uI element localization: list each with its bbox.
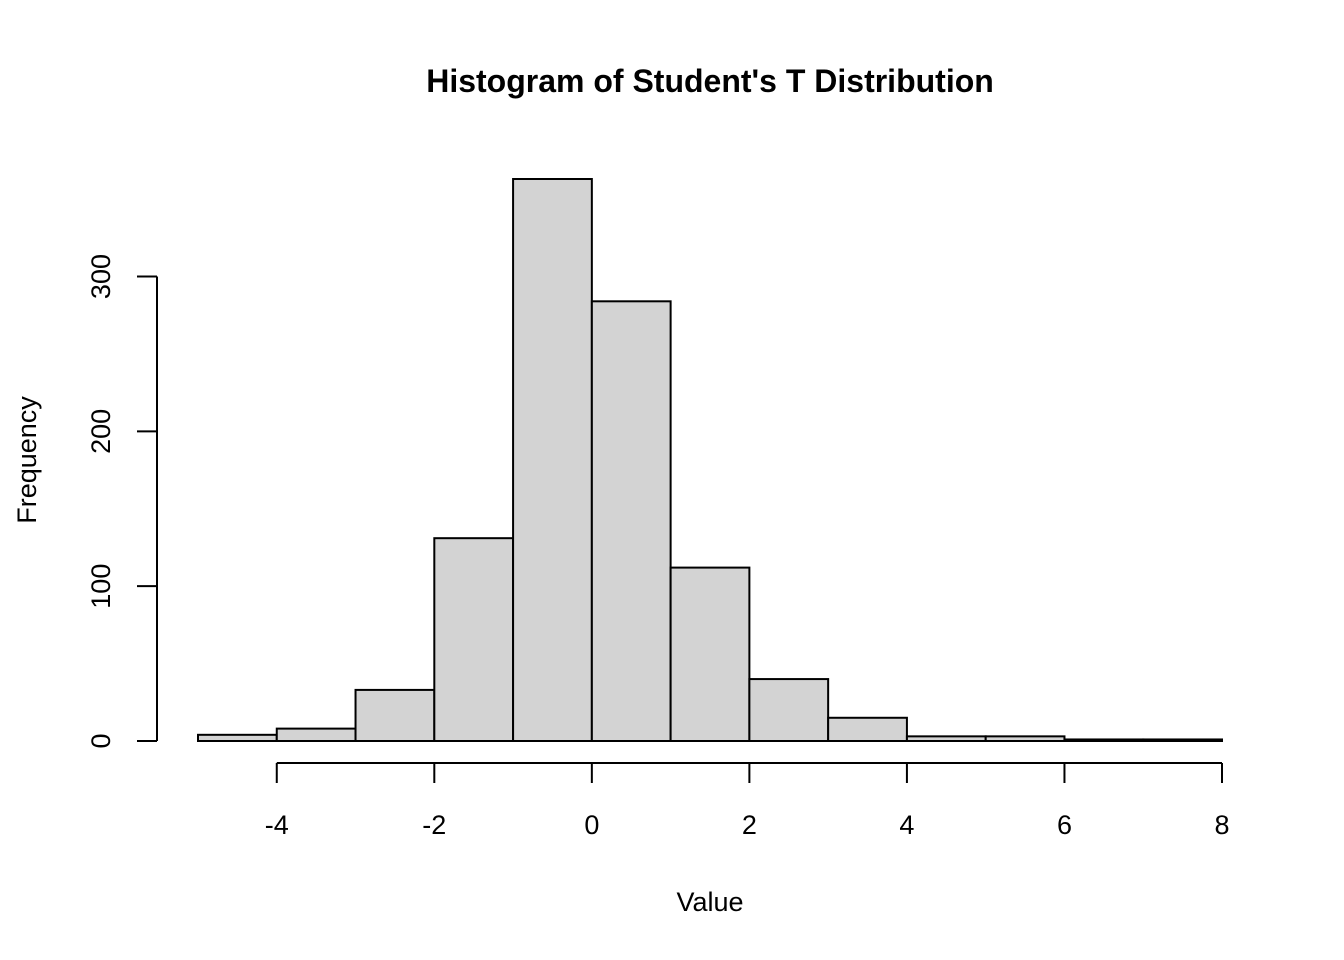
histogram-bar	[827, 716, 908, 742]
chart-title: Histogram of Student's T Distribution	[426, 63, 994, 99]
x-tick-label: -2	[422, 810, 446, 840]
y-tick-label: 0	[86, 733, 116, 748]
y-tick-label: 200	[86, 409, 116, 454]
histogram-bar	[354, 688, 436, 743]
x-tick-label: 6	[1057, 810, 1072, 840]
y-tick-label: 300	[86, 254, 116, 299]
y-axis: 0 100 200 300	[86, 254, 158, 749]
histogram-bar	[275, 727, 357, 742]
histogram-bar	[905, 735, 987, 742]
y-tick-label: 100	[86, 564, 116, 609]
x-tick-label: -4	[265, 810, 289, 840]
histogram-bar	[748, 678, 830, 743]
x-axis-label: Value	[676, 887, 743, 917]
histogram-bar	[984, 735, 1066, 742]
y-axis-label: Frequency	[12, 396, 42, 524]
x-tick-label: 2	[742, 810, 757, 840]
x-axis: -4 -2 0 2 4 6 8	[265, 762, 1230, 840]
histogram-bar	[197, 733, 278, 743]
histogram-bar	[590, 300, 672, 742]
x-tick-label: 0	[584, 810, 599, 840]
histogram-bar	[1063, 738, 1145, 742]
bars-group	[197, 178, 1223, 743]
histogram-bar	[433, 537, 515, 742]
histogram-bar	[512, 178, 593, 742]
x-tick-label: 4	[899, 810, 914, 840]
histogram-bar	[1142, 738, 1223, 742]
histogram-bar	[669, 566, 751, 742]
x-tick-label: 8	[1214, 810, 1229, 840]
